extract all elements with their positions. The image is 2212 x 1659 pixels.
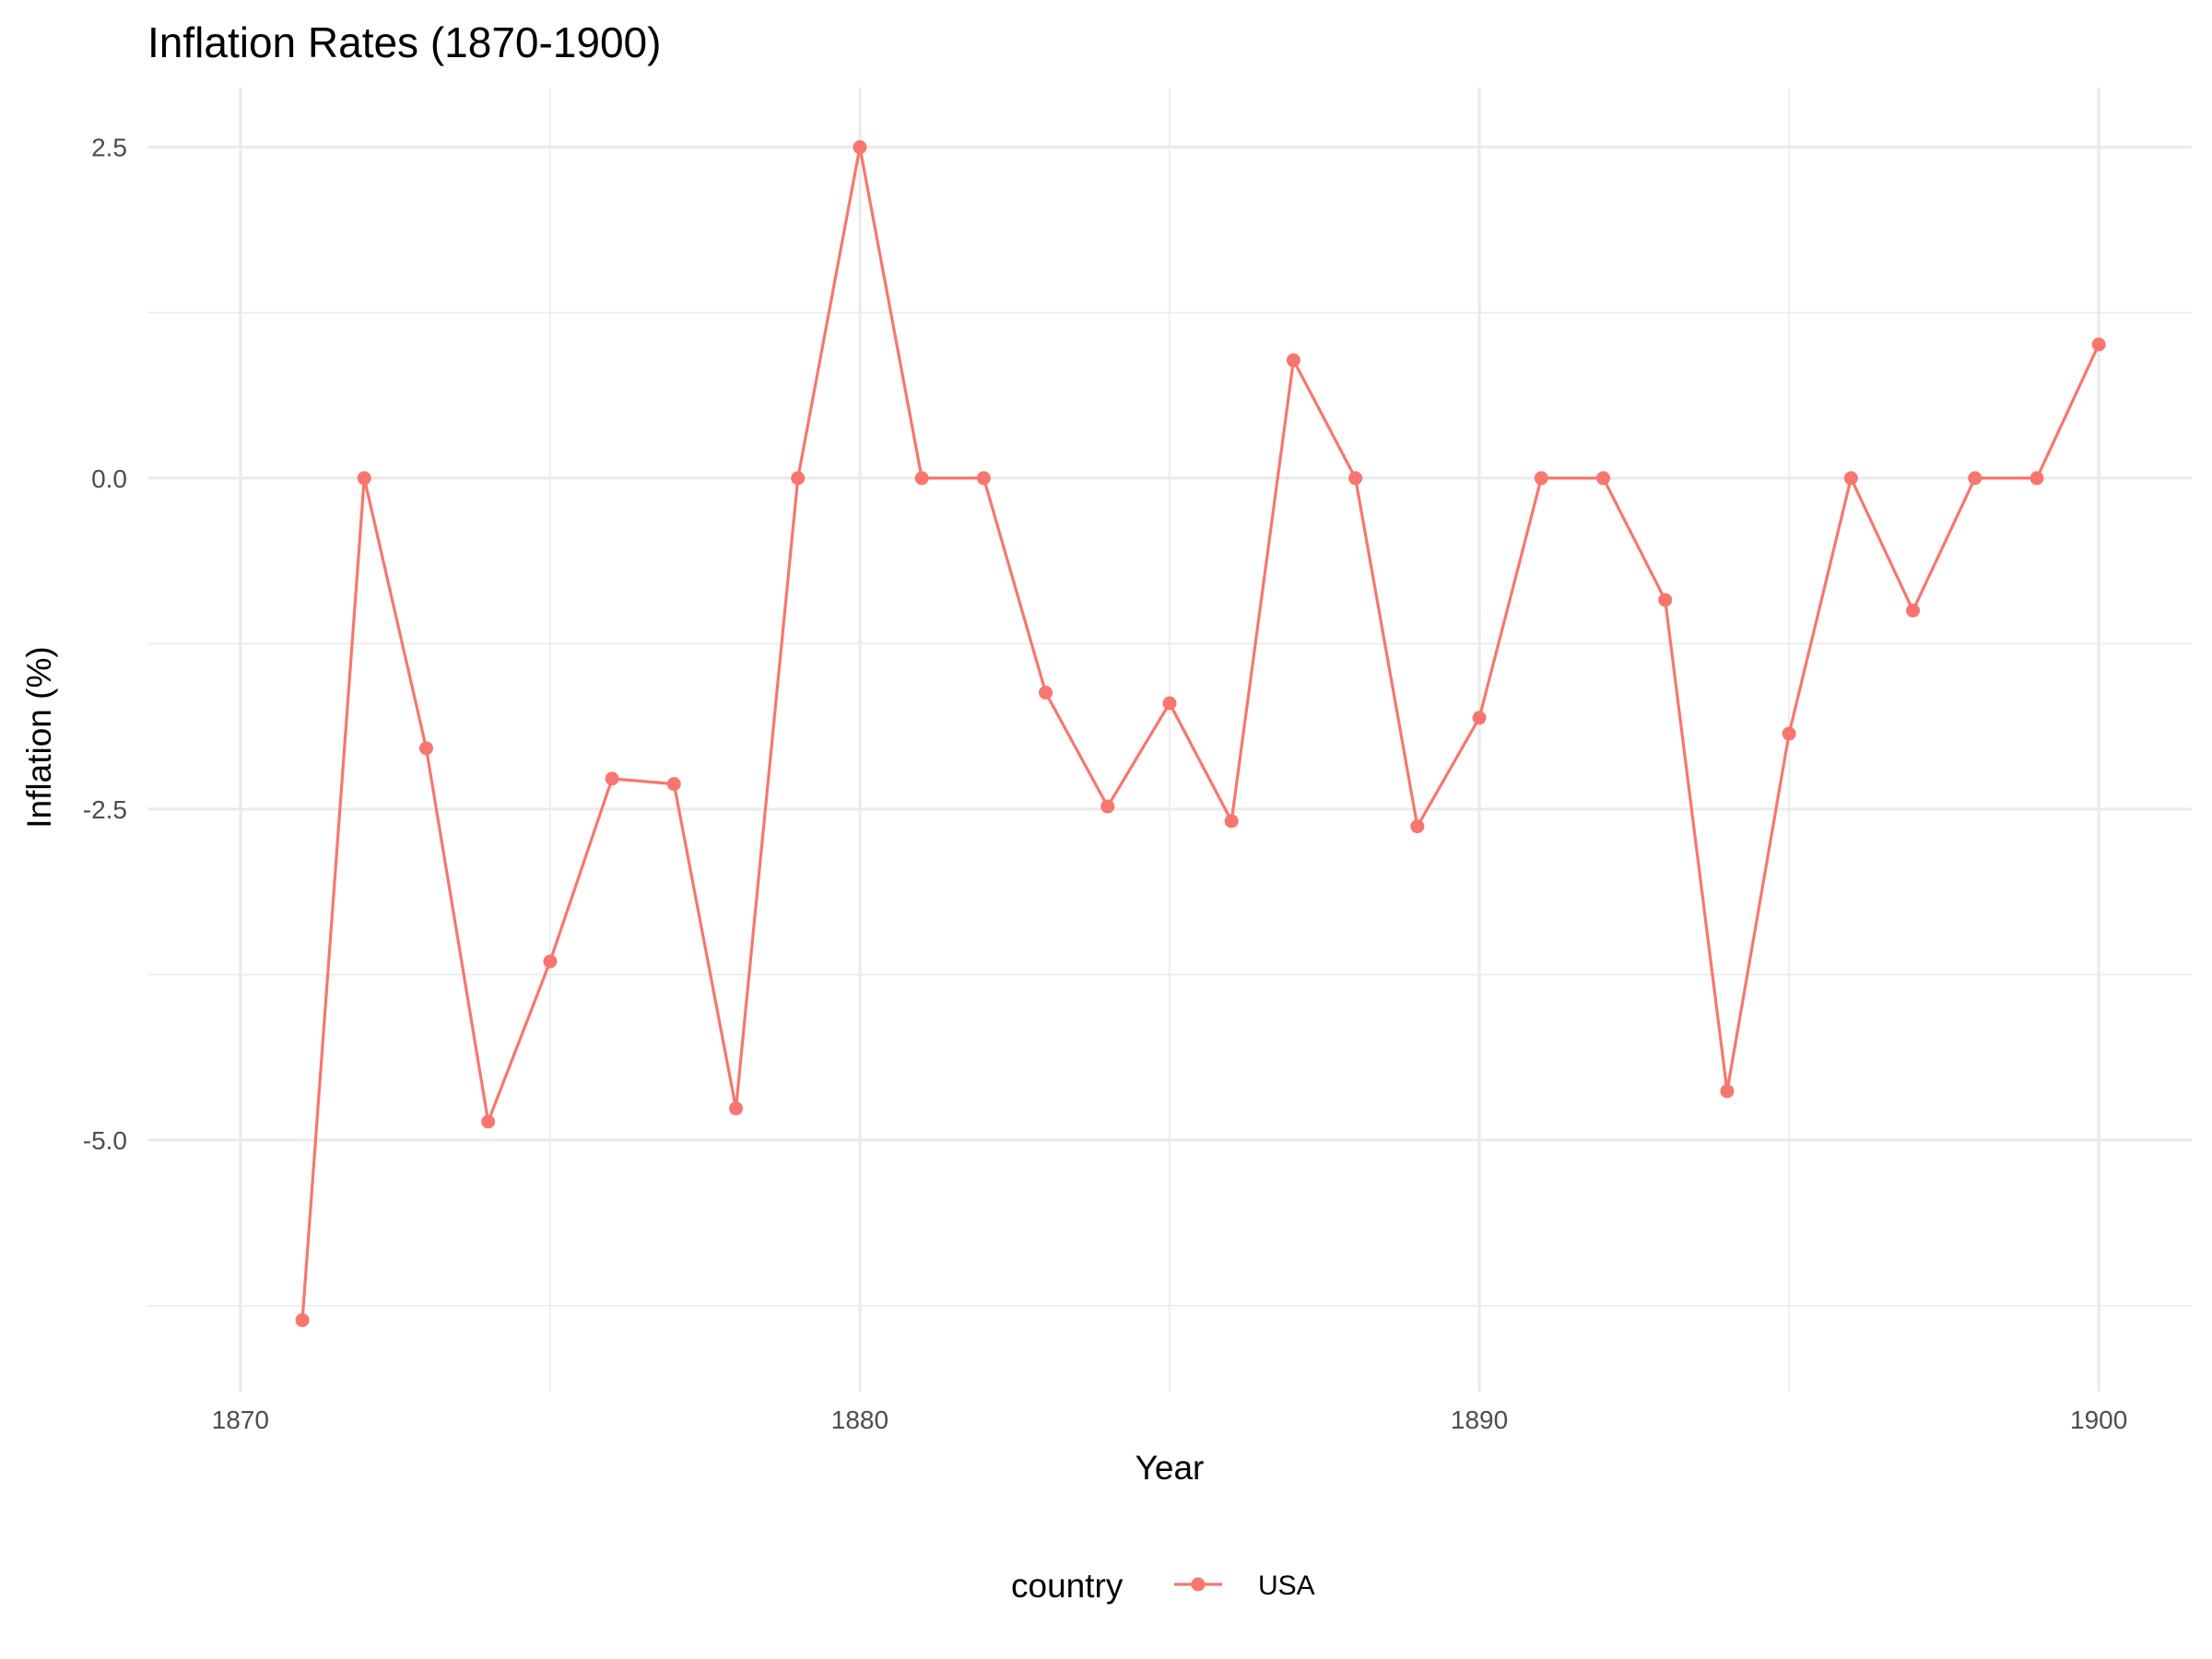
- data-point: [1720, 1084, 1735, 1099]
- data-point: [1658, 593, 1673, 607]
- legend-key-point: [1191, 1577, 1206, 1592]
- legend: country USA: [1011, 1567, 1315, 1605]
- y-tick-label: 2.5: [91, 134, 127, 162]
- y-axis-title: Inflation (%): [20, 646, 58, 828]
- data-point: [1906, 603, 1921, 618]
- data-point: [1224, 814, 1239, 829]
- data-point: [1410, 819, 1425, 834]
- data-point: [418, 741, 433, 756]
- x-tick-label: 1870: [212, 1406, 269, 1434]
- data-point: [1782, 726, 1796, 741]
- data-point: [729, 1101, 744, 1116]
- x-tick-label: 1880: [831, 1406, 888, 1434]
- data-point: [1968, 471, 1983, 486]
- data-point: [1039, 686, 1053, 700]
- data-point: [1100, 799, 1115, 814]
- data-point: [1286, 353, 1300, 368]
- data-point: [1843, 471, 1858, 486]
- data-point: [357, 471, 371, 486]
- data-point: [1534, 471, 1548, 486]
- grid: [147, 88, 2192, 1392]
- y-tick-label: -5.0: [83, 1126, 127, 1155]
- data-point: [1348, 471, 1363, 486]
- x-tick-label: 1900: [2070, 1406, 2127, 1434]
- data-point: [1472, 711, 1487, 725]
- y-tick-label: 0.0: [91, 465, 127, 493]
- x-tick-label: 1890: [1451, 1406, 1508, 1434]
- x-axis-ticks: 1870 1880 1890 1900: [212, 1406, 2128, 1434]
- series-line: [300, 146, 2100, 1321]
- x-axis-title: Year: [1135, 1449, 1205, 1487]
- data-point: [1162, 696, 1177, 711]
- data-point: [2091, 337, 2106, 352]
- data-point: [853, 140, 867, 155]
- chart-title: Inflation Rates (1870-1900): [147, 18, 661, 66]
- y-axis-ticks: 2.5 0.0 -2.5 -5.0: [83, 134, 127, 1155]
- data-point: [791, 471, 806, 486]
- data-point: [666, 777, 681, 792]
- data-point: [295, 1312, 310, 1327]
- data-point: [2030, 471, 2044, 486]
- data-point: [914, 471, 929, 486]
- data-point: [543, 954, 558, 969]
- data-point: [481, 1114, 496, 1129]
- legend-label-usa: USA: [1258, 1571, 1315, 1601]
- series-usa: [295, 140, 2106, 1327]
- data-point: [605, 771, 619, 786]
- data-point: [1595, 471, 1610, 486]
- data-point: [976, 471, 991, 486]
- legend-title: country: [1011, 1567, 1124, 1605]
- y-tick-label: -2.5: [83, 795, 127, 824]
